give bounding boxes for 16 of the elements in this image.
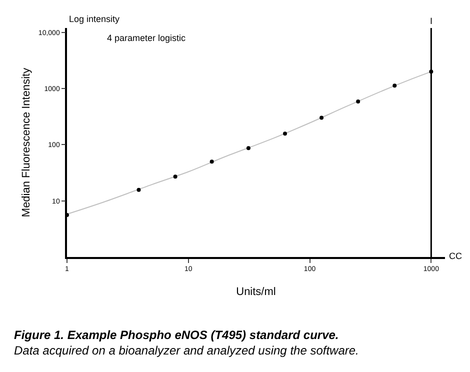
y-axis-title: Median Fluorescence Intensity	[20, 67, 33, 218]
point	[283, 132, 287, 136]
point	[320, 116, 324, 120]
point	[246, 146, 250, 150]
point	[210, 160, 214, 164]
point	[356, 99, 360, 104]
point	[136, 188, 141, 192]
text: Log intensity	[69, 14, 120, 24]
text: Data acquired on a bioanalyzer and analyzed using the software.	[14, 344, 359, 358]
x-axis-title: Units/ml	[236, 286, 276, 298]
caption: Figure 1. Example Phospho eNOS (T495) standard curve.	[14, 328, 339, 342]
ref-line-label: I	[430, 16, 433, 26]
annotation: 4 parameter logistic	[107, 33, 186, 43]
point	[173, 174, 178, 179]
text: CC	[449, 251, 462, 261]
point	[392, 84, 397, 88]
